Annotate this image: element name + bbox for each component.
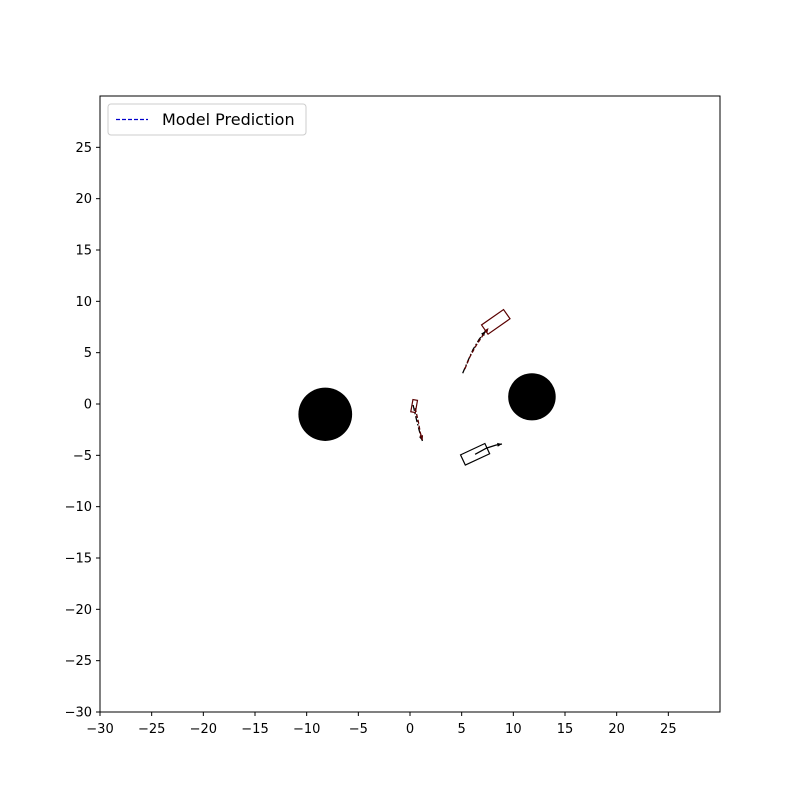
x-tick-label: 25 bbox=[660, 722, 677, 737]
legend-box bbox=[107, 103, 307, 136]
y-tick-label: 0 bbox=[84, 398, 92, 413]
y-tick-label: −30 bbox=[65, 706, 92, 721]
trajectory-arrowhead-3 bbox=[497, 442, 502, 447]
y-tick-label: −25 bbox=[65, 654, 92, 669]
x-tick-label: −10 bbox=[293, 722, 320, 737]
y-tick-label: −10 bbox=[65, 500, 92, 515]
x-tick-label: 0 bbox=[406, 722, 414, 737]
x-tick-label: −20 bbox=[190, 722, 217, 737]
trajectory-arrowhead-1 bbox=[481, 331, 486, 336]
y-tick-label: 15 bbox=[75, 244, 92, 259]
y-axis: −30 −25 −20 −15 −10 −5 0 5 10 15 20 25 bbox=[65, 141, 100, 721]
y-tick-label: −5 bbox=[73, 449, 92, 464]
obstacle-circle-2 bbox=[508, 373, 556, 421]
legend-label-model-prediction: Model Prediction bbox=[162, 110, 295, 129]
obstacle-circle-1 bbox=[298, 387, 353, 441]
x-tick-label: 20 bbox=[608, 722, 625, 737]
x-tick-label: −30 bbox=[86, 722, 113, 737]
trajectory-arrowhead-2 bbox=[484, 328, 489, 333]
y-tick-label: 5 bbox=[84, 346, 92, 361]
y-tick-label: 10 bbox=[75, 295, 92, 310]
y-tick-label: −20 bbox=[65, 603, 92, 618]
y-tick-label: 20 bbox=[75, 192, 92, 207]
trajectory-1 bbox=[462, 330, 486, 374]
x-tick-label: −15 bbox=[241, 722, 268, 737]
trajectory-arrowhead-5 bbox=[419, 434, 423, 440]
x-tick-label: 5 bbox=[458, 722, 466, 737]
trajectory-2 bbox=[464, 327, 490, 370]
y-tick-label: −15 bbox=[65, 552, 92, 567]
trajectory-5 bbox=[414, 407, 424, 441]
x-tick-label: 10 bbox=[505, 722, 522, 737]
x-tick-label: −25 bbox=[138, 722, 165, 737]
y-tick-label: 25 bbox=[75, 141, 92, 156]
agent-box-2 bbox=[459, 442, 491, 466]
x-tick-label: 15 bbox=[557, 722, 574, 737]
x-tick-label: −5 bbox=[349, 722, 368, 737]
plot-layer bbox=[298, 308, 556, 466]
agent-box-1 bbox=[480, 308, 511, 336]
agent-box-3 bbox=[410, 398, 419, 414]
legend: Model Prediction bbox=[107, 103, 307, 136]
x-axis: −30 −25 −20 −15 −10 −5 0 5 10 15 20 25 bbox=[86, 712, 677, 737]
